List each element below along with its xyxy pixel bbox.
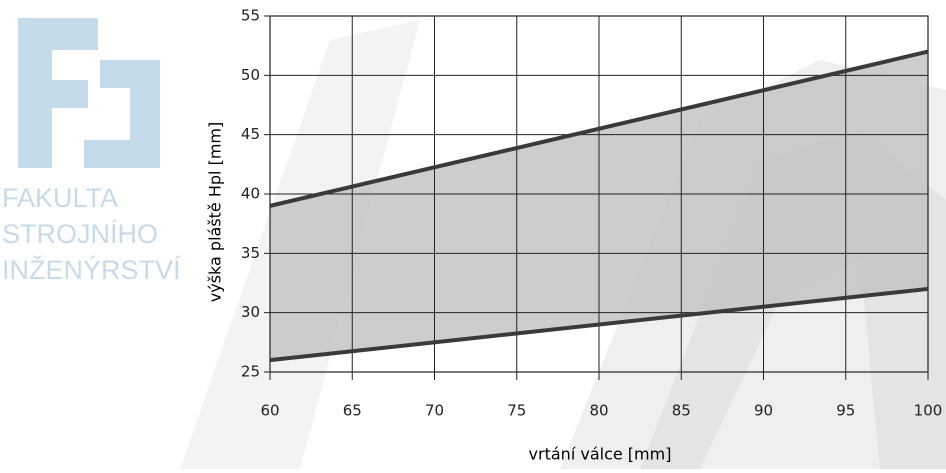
x-tick-label: 65 <box>343 402 362 420</box>
x-tick-label: 85 <box>672 402 691 420</box>
y-tick-label: 45 <box>241 125 260 143</box>
y-tick-label: 50 <box>241 66 260 84</box>
y-tick-label: 35 <box>241 244 260 262</box>
watermark-text: STROJNÍHO <box>2 219 158 249</box>
page: FAKULTA STROJNÍHO INŽENÝRSTVÍ 60 65 70 75 80… <box>0 0 946 469</box>
x-tick-label: 60 <box>260 402 279 420</box>
chart: FAKULTA STROJNÍHO INŽENÝRSTVÍ 60 65 70 75 80… <box>0 0 946 469</box>
x-tick-label: 100 <box>914 402 943 420</box>
x-tick-label: 80 <box>589 402 608 420</box>
y-tick-label: 55 <box>241 7 260 25</box>
x-tick-label: 90 <box>754 402 773 420</box>
watermark-text: FAKULTA <box>2 183 118 213</box>
x-tick-label: 75 <box>507 402 526 420</box>
x-axis-title: vrtání válce [mm] <box>529 445 672 464</box>
x-tick-label: 70 <box>425 402 444 420</box>
y-axis-title: výška pláště Hpl [mm] <box>206 122 225 302</box>
watermark-text: INŽENÝRSTVÍ <box>2 254 181 285</box>
y-tick-label: 30 <box>241 303 260 321</box>
y-tick-label: 40 <box>241 185 260 203</box>
y-tick-label: 25 <box>241 363 260 381</box>
x-tick-label: 95 <box>836 402 855 420</box>
